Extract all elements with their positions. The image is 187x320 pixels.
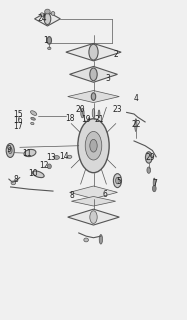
Polygon shape [70, 186, 117, 199]
Ellipse shape [135, 119, 137, 132]
Ellipse shape [32, 171, 44, 178]
Text: 19: 19 [81, 115, 91, 124]
Text: 4: 4 [134, 94, 138, 103]
Circle shape [6, 143, 14, 157]
Text: 24: 24 [37, 14, 47, 23]
Circle shape [47, 36, 51, 44]
Text: 12: 12 [39, 161, 48, 170]
Text: 10: 10 [28, 169, 38, 178]
Ellipse shape [84, 238, 88, 242]
Ellipse shape [30, 111, 37, 116]
Circle shape [113, 174, 122, 188]
Ellipse shape [31, 117, 35, 120]
Text: 20: 20 [76, 105, 85, 114]
Ellipse shape [51, 12, 55, 15]
Text: 1: 1 [43, 36, 48, 44]
Ellipse shape [48, 47, 51, 50]
Text: 17: 17 [13, 122, 23, 131]
Circle shape [116, 178, 119, 184]
Text: 2: 2 [113, 50, 118, 59]
Text: 23: 23 [113, 105, 122, 114]
Circle shape [85, 132, 102, 160]
Text: 8: 8 [69, 191, 74, 200]
Circle shape [78, 119, 109, 173]
Ellipse shape [24, 149, 36, 156]
Ellipse shape [153, 178, 155, 188]
Text: 29: 29 [146, 153, 155, 162]
Ellipse shape [31, 122, 34, 125]
Text: 14: 14 [59, 152, 69, 161]
Polygon shape [66, 44, 121, 61]
Polygon shape [35, 12, 60, 26]
Ellipse shape [67, 155, 72, 158]
Circle shape [145, 152, 152, 163]
Polygon shape [68, 91, 119, 103]
Text: 16: 16 [13, 116, 23, 125]
Circle shape [44, 13, 51, 25]
Text: 21: 21 [94, 115, 104, 124]
Ellipse shape [99, 235, 102, 244]
Text: 11: 11 [22, 148, 32, 157]
Ellipse shape [54, 156, 59, 159]
Text: 6: 6 [102, 190, 107, 199]
Circle shape [89, 44, 98, 60]
Text: 13: 13 [46, 153, 56, 162]
Ellipse shape [45, 9, 50, 14]
Ellipse shape [81, 108, 84, 118]
Ellipse shape [92, 108, 95, 117]
Text: 18: 18 [65, 114, 74, 123]
Circle shape [147, 167, 151, 173]
Text: 15: 15 [13, 110, 23, 119]
Circle shape [152, 185, 156, 192]
Ellipse shape [40, 13, 44, 17]
Circle shape [91, 93, 96, 100]
Text: 8: 8 [14, 174, 19, 184]
Text: 3: 3 [106, 74, 111, 83]
Polygon shape [71, 196, 116, 206]
Text: 22: 22 [131, 120, 141, 129]
Polygon shape [68, 209, 119, 225]
Polygon shape [70, 67, 117, 82]
Ellipse shape [47, 164, 51, 169]
Text: 7: 7 [152, 179, 157, 188]
Circle shape [90, 140, 97, 152]
Circle shape [8, 147, 12, 154]
Text: 5: 5 [117, 177, 122, 186]
Ellipse shape [98, 110, 100, 118]
Text: 9: 9 [6, 145, 11, 154]
Circle shape [90, 211, 97, 223]
Ellipse shape [11, 181, 16, 185]
Circle shape [90, 68, 97, 81]
